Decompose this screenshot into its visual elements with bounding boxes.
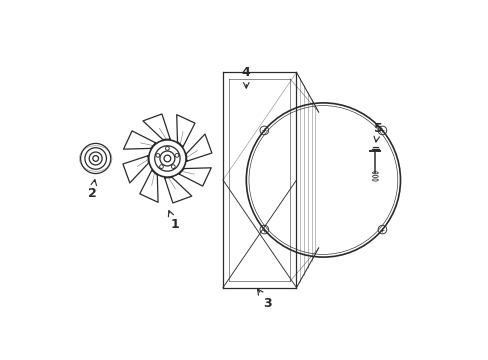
Text: 1: 1 [168, 211, 179, 231]
Text: 4: 4 [242, 66, 250, 88]
Text: 3: 3 [257, 289, 271, 310]
Text: 5: 5 [373, 122, 382, 142]
Text: 2: 2 [87, 180, 96, 200]
